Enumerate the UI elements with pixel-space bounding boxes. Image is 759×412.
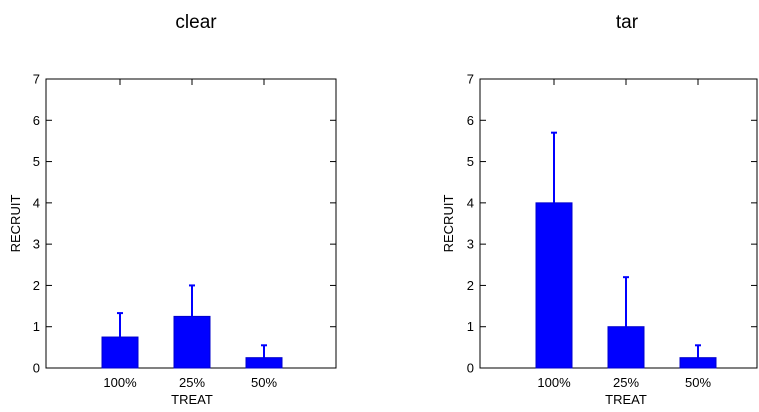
bar-25% [173, 315, 211, 369]
x-tick-label: 50% [685, 375, 711, 390]
x-tick-label: 50% [251, 375, 277, 390]
y-tick-label: 5 [33, 154, 40, 169]
y-axis-label: RECRUIT [441, 195, 456, 253]
y-tick-label: 2 [467, 278, 474, 293]
y-tick-label: 4 [33, 195, 40, 210]
x-tick-label: 100% [103, 375, 137, 390]
bar-25% [607, 326, 645, 369]
y-tick-label: 6 [467, 113, 474, 128]
bar-50% [679, 357, 717, 369]
chart-panel-tar: tar 0 1 2 3 4 5 6 7 100% 25% 50% TREAT RECRUIT [441, 12, 758, 407]
x-axis-label: TREAT [171, 392, 213, 407]
bar-50% [245, 357, 283, 369]
x-axis-label: TREAT [605, 392, 647, 407]
y-tick-label: 0 [33, 361, 40, 376]
y-tick-label: 0 [467, 361, 474, 376]
y-tick-label: 4 [467, 195, 474, 210]
chart-title: tar [616, 12, 639, 33]
y-tick-label: 7 [33, 72, 40, 87]
y-tick-label: 1 [33, 319, 40, 334]
x-tick-label: 25% [179, 375, 205, 390]
y-tick-label: 3 [33, 237, 40, 252]
x-tick-label: 25% [613, 375, 639, 390]
y-tick-label: 3 [467, 237, 474, 252]
x-tick-label: 100% [537, 375, 571, 390]
y-tick-label: 2 [33, 278, 40, 293]
y-tick-label: 6 [33, 113, 40, 128]
bar-100% [535, 202, 573, 369]
y-tick-label: 1 [467, 319, 474, 334]
bar-100% [101, 336, 139, 369]
y-tick-label: 7 [467, 72, 474, 87]
chart-title: clear [175, 12, 217, 33]
chart-panel-clear: clear 0 1 2 3 4 5 6 7 100% 25% 50% TREAT RECRUIT [8, 12, 337, 407]
y-axis-label: RECRUIT [8, 195, 23, 253]
y-tick-label: 5 [467, 154, 474, 169]
plot-frame [479, 78, 758, 369]
